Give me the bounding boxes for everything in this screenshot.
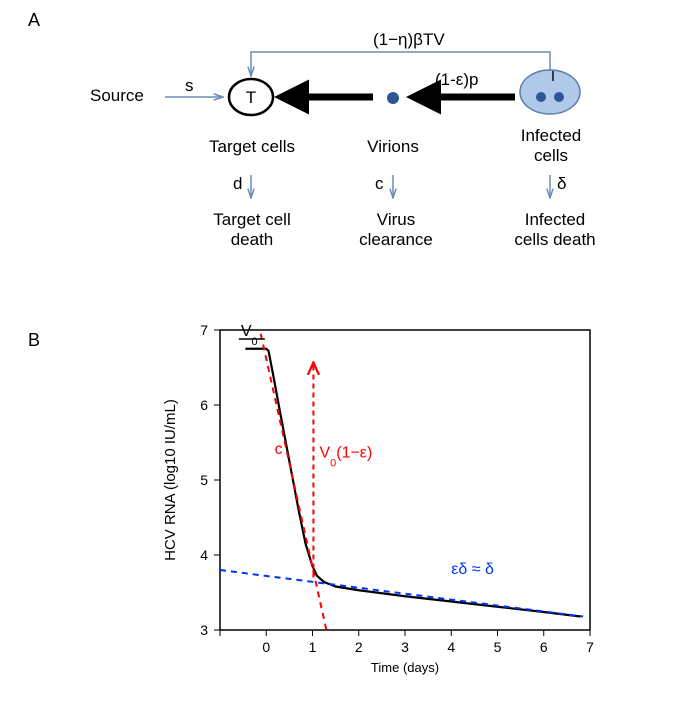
diagram-a: T I (1−η)βTV Source s (1-ε)p Target cell… bbox=[95, 40, 635, 270]
svg-text:5: 5 bbox=[494, 639, 502, 655]
svg-text:Time (days): Time (days) bbox=[371, 660, 439, 675]
panel-b-label: B bbox=[28, 330, 40, 351]
c-label: c bbox=[375, 174, 384, 194]
svg-text:4: 4 bbox=[447, 639, 455, 655]
svg-text:εδ ≈ δ: εδ ≈ δ bbox=[451, 561, 494, 578]
svg-text:3: 3 bbox=[200, 622, 208, 638]
infected-cells-death: Infected cells death bbox=[510, 210, 600, 250]
source-label: Source bbox=[90, 86, 144, 106]
svg-text:4: 4 bbox=[200, 547, 208, 563]
chart-b: 0 1 2 3 4 5 6 7 3 4 5 6 7 Time (days) HCV RNA (log10 I… bbox=[140, 320, 620, 700]
svg-text:2: 2 bbox=[355, 639, 363, 655]
svg-text:3: 3 bbox=[401, 639, 409, 655]
virions-label: Virions bbox=[363, 137, 423, 157]
target-cells-label: Target cells bbox=[207, 137, 297, 157]
svg-text:6: 6 bbox=[200, 397, 208, 413]
chart-b-svg: 0 1 2 3 4 5 6 7 3 4 5 6 7 Time (days) HCV RNA (log10 I… bbox=[140, 320, 620, 700]
svg-text:0: 0 bbox=[262, 639, 270, 655]
virus-clearance: Virus clearance bbox=[351, 210, 441, 250]
svg-text:1: 1 bbox=[309, 639, 317, 655]
panel-a-label: A bbox=[28, 10, 40, 31]
target-cell-death: Target cell death bbox=[207, 210, 297, 250]
figure-root: A B T bbox=[0, 0, 699, 710]
svg-text:5: 5 bbox=[200, 472, 208, 488]
oneminuseps-p: (1-ε)p bbox=[435, 70, 478, 90]
svg-text:I: I bbox=[551, 68, 555, 85]
d-label: d bbox=[233, 174, 242, 194]
svg-text:T: T bbox=[246, 88, 256, 107]
eq-top: (1−η)βTV bbox=[373, 30, 445, 50]
infected-cells-label: Infected cells bbox=[515, 126, 587, 166]
svg-text:6: 6 bbox=[540, 639, 548, 655]
svg-text:HCV RNA (log10 IU/mL): HCV RNA (log10 IU/mL) bbox=[162, 399, 179, 561]
s-label: s bbox=[185, 76, 194, 96]
svg-text:7: 7 bbox=[200, 322, 208, 338]
svg-text:c: c bbox=[275, 441, 283, 458]
delta-label: δ bbox=[557, 174, 566, 194]
svg-text:7: 7 bbox=[586, 639, 594, 655]
